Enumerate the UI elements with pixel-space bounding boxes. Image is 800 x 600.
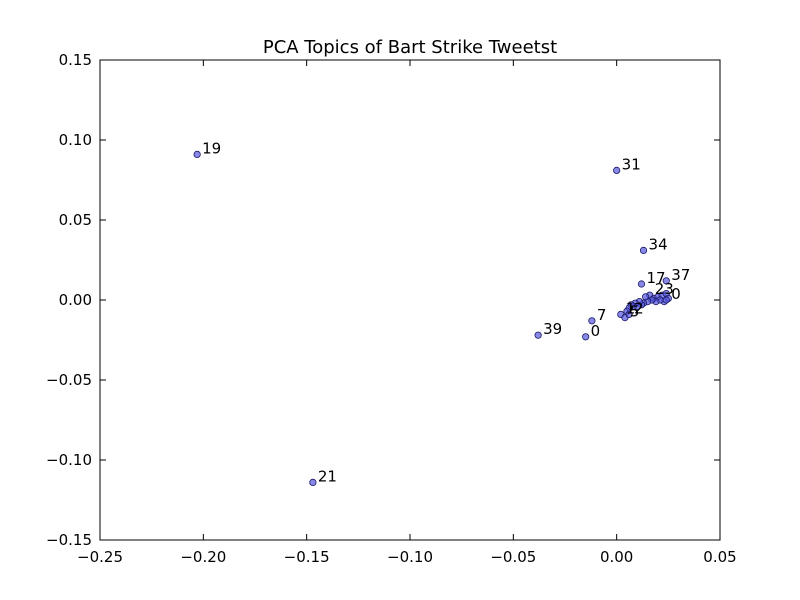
data-point [625, 310, 633, 318]
y-tick-label: −0.10 [46, 451, 92, 469]
y-tick-label: 0.00 [59, 291, 92, 309]
point-label: 7 [597, 306, 607, 324]
point-label: 19 [202, 139, 221, 157]
y-tick-label: 0.15 [59, 51, 92, 69]
data-point [613, 166, 621, 174]
point-label: 39 [543, 320, 562, 338]
x-tick-label: −0.25 [77, 548, 123, 566]
y-tick-label: 0.10 [59, 131, 92, 149]
x-tick-label: −0.20 [180, 548, 226, 566]
point-label: 2 [634, 299, 644, 317]
data-point [193, 150, 201, 158]
x-tick-label: −0.05 [490, 548, 536, 566]
data-point [309, 478, 317, 486]
data-point [534, 331, 542, 339]
point-label: 31 [622, 155, 641, 173]
x-tick-label: 0.05 [703, 548, 736, 566]
x-tick-label: 0.00 [600, 548, 633, 566]
point-label: 34 [649, 235, 668, 253]
axis-tick-labels-layer: −0.25 −0.20 −0.15 −0.10 −0.05 0.00 0.05 0.15 0.1… [46, 51, 737, 566]
axis-ticks-layer [99, 59, 721, 541]
point-label: 23 [655, 280, 674, 298]
y-tick-label: −0.05 [46, 371, 92, 389]
data-point [662, 277, 670, 285]
points-layer [193, 150, 672, 486]
point-label: 1 [626, 299, 636, 317]
data-point [582, 333, 590, 341]
y-tick-label: −0.15 [46, 531, 92, 549]
data-point [639, 246, 648, 254]
point-label: 0 [591, 322, 601, 340]
data-point [662, 296, 670, 304]
x-tick-label: −0.15 [284, 548, 330, 566]
data-point [588, 317, 596, 325]
chart-title: PCA Topics of Bart Strike Tweetst [263, 37, 557, 58]
point-label: 5 [630, 303, 640, 321]
point-label: 37 [671, 266, 690, 284]
point-label: 0 [671, 285, 681, 303]
point-label: 17 [646, 269, 665, 287]
data-point [641, 293, 650, 301]
y-tick-label: 0.05 [59, 211, 92, 229]
point-label: 21 [318, 467, 337, 485]
data-point [637, 280, 646, 288]
x-tick-label: −0.10 [387, 548, 433, 566]
